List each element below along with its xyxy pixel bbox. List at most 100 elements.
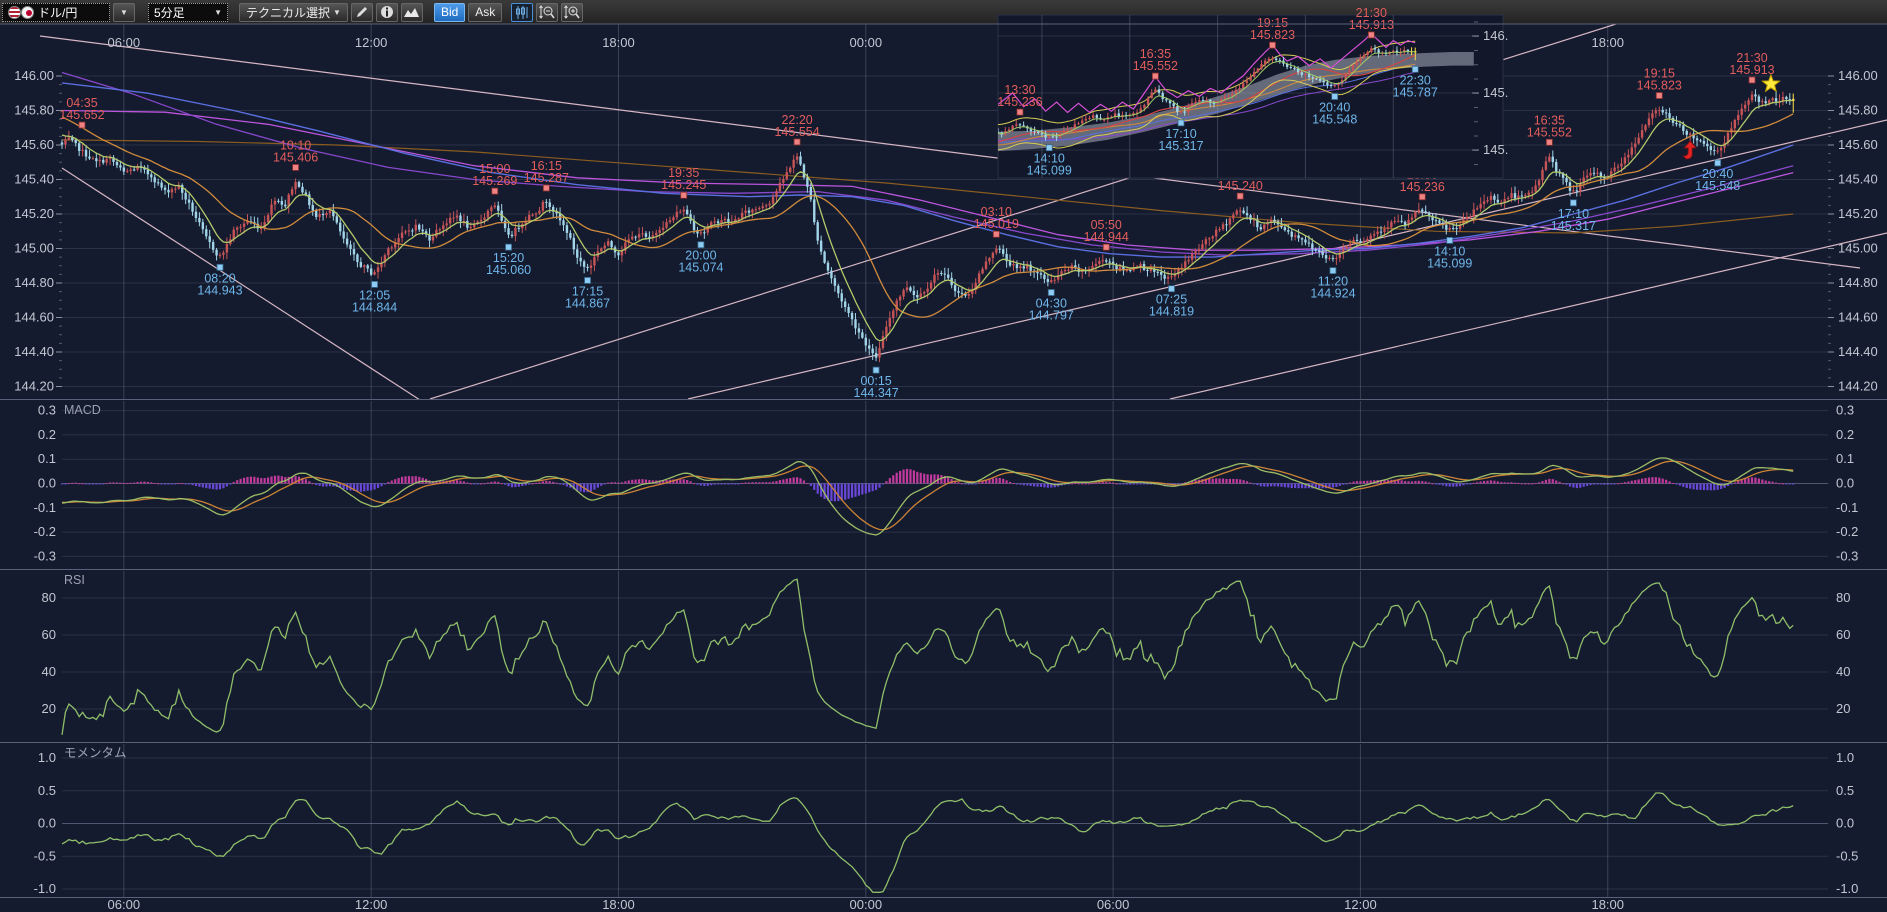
high-marker[interactable] (78, 121, 86, 129)
currency-pair-dropdown-button[interactable]: ▼ (113, 2, 135, 22)
high-marker[interactable] (793, 138, 801, 146)
inset-axis-label: 145. (1483, 85, 1508, 100)
annotation-time: 22:20 (781, 113, 812, 127)
low-marker[interactable] (216, 263, 224, 271)
high-marker[interactable] (1748, 76, 1756, 84)
time-axis-label: 18:00 (602, 897, 635, 912)
ask-button[interactable]: Ask (468, 2, 503, 22)
price-tick-label: 144.80 (1838, 275, 1878, 290)
axis-tick-label: 0.1 (38, 451, 56, 466)
star-marker[interactable] (1761, 73, 1781, 93)
annotation-price: 144.944 (1084, 230, 1129, 244)
annotation-time: 00:15 (860, 374, 891, 388)
inset-axis-label: 145. (1483, 142, 1508, 157)
low-marker[interactable] (371, 281, 378, 288)
price-tick-label: 144.80 (14, 275, 54, 290)
price-tick-label: 144.20 (1838, 379, 1878, 394)
low-marker[interactable] (1331, 93, 1339, 100)
macd-panel: MACD 0.3 0.3 0.2 0.2 0.1 0.1 0.0 0.0 -0.1 -0.1 -0.2… (34, 401, 1858, 569)
low-marker[interactable] (872, 366, 880, 374)
timeframe-select[interactable]: 5分足 ▼ (148, 2, 228, 22)
annotation-price: 145.317 (1551, 219, 1596, 233)
low-marker[interactable] (697, 241, 705, 249)
technical-select-button[interactable]: テクニカル選択 ▼ (239, 2, 348, 22)
annotation-time: 16:35 (1534, 113, 1565, 127)
annotation-time: 16:15 (531, 159, 562, 173)
low-marker[interactable] (1411, 65, 1419, 73)
mountain-chart-button[interactable] (400, 2, 423, 22)
high-marker[interactable] (1655, 92, 1663, 99)
bid-button[interactable]: Bid (433, 2, 466, 22)
trendline[interactable] (429, 24, 1617, 399)
low-marker[interactable] (1329, 267, 1337, 275)
low-marker[interactable] (1570, 199, 1577, 207)
high-marker[interactable] (1418, 193, 1426, 201)
price-tick-label: 144.40 (14, 344, 54, 359)
mountain-chart-icon (403, 8, 419, 17)
info-button[interactable] (375, 2, 398, 22)
annotation-price: 144.844 (352, 300, 397, 314)
axis-tick-label: -0.3 (1836, 548, 1858, 563)
up-arrow-marker[interactable] (1682, 140, 1698, 160)
annotation-time: 15:00 (479, 162, 510, 176)
axis-tick-label: 0.2 (38, 427, 56, 442)
trendline[interactable] (61, 167, 420, 400)
low-marker[interactable] (1168, 285, 1175, 293)
high-marker[interactable] (992, 230, 1000, 238)
price-panel: 06:00 12:00 18:00 00:00 06:00 12:00 18:00 04:35… (39, 24, 1887, 400)
axis-tick-label: -1.0 (1836, 881, 1858, 896)
low-marker[interactable] (1446, 237, 1454, 244)
high-marker[interactable] (1151, 72, 1159, 80)
zoom-in-button[interactable] (561, 2, 584, 22)
low-marker[interactable] (584, 277, 591, 284)
low-marker[interactable] (1714, 159, 1722, 167)
axis-tick-label: 0.3 (38, 403, 56, 418)
annotation-price: 145.317 (1158, 139, 1203, 153)
high-marker[interactable] (1545, 138, 1553, 146)
high-marker[interactable] (292, 164, 299, 171)
high-marker[interactable] (491, 187, 499, 195)
trendline[interactable] (39, 35, 1861, 269)
high-marker[interactable] (1269, 41, 1276, 49)
high-marker[interactable] (542, 184, 550, 192)
trendline[interactable] (1169, 232, 1887, 399)
price-tick-label: 144.40 (1838, 344, 1878, 359)
inset-chart[interactable]: 13:30145.23616:35145.55219:15145.82321:3… (991, 6, 1509, 179)
currency-pair-select[interactable]: ドル/円 (2, 2, 110, 22)
low-marker[interactable] (505, 243, 512, 251)
annotation-time: 14:10 (1034, 152, 1065, 166)
time-axis-label: 06:00 (1097, 35, 1130, 50)
axis-tick-label: -0.1 (34, 500, 56, 515)
axis-tick-label: -0.3 (34, 548, 56, 563)
candlestick-view-button[interactable] (511, 2, 534, 22)
high-marker[interactable] (680, 191, 688, 199)
low-marker[interactable] (1047, 289, 1055, 296)
zoom-out-button[interactable] (536, 2, 559, 22)
axis-tick-label: 20 (42, 701, 56, 716)
high-marker[interactable] (1367, 31, 1375, 39)
chevron-down-icon: ▼ (120, 7, 128, 17)
high-marker[interactable] (1102, 243, 1110, 251)
time-axis-label: 06:00 (1097, 897, 1130, 912)
trendline[interactable] (687, 119, 1887, 399)
draw-pencil-button[interactable] (350, 2, 373, 22)
axis-tick-label: -0.5 (34, 848, 56, 863)
high-marker[interactable] (1236, 192, 1244, 200)
high-marker[interactable] (1016, 108, 1024, 116)
low-marker[interactable] (1177, 119, 1185, 127)
time-axis-label: 12:00 (355, 897, 388, 912)
low-marker[interactable] (1045, 144, 1053, 152)
annotation-time: 09:05 (1225, 167, 1256, 181)
